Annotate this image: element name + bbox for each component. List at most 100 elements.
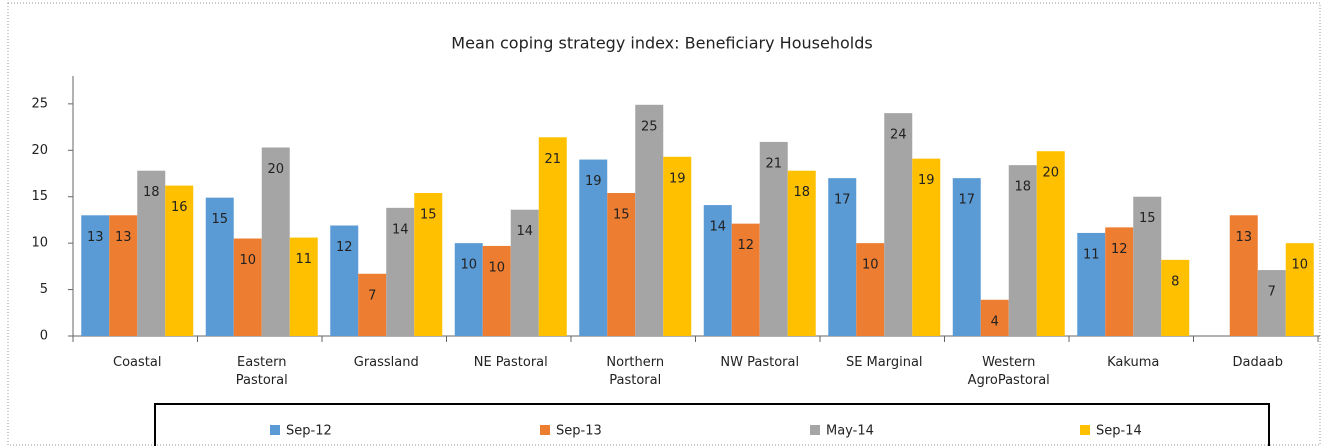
- x-tick-label: Coastal: [113, 355, 162, 370]
- bar: [828, 178, 857, 336]
- y-tick-label: 0: [40, 329, 48, 344]
- value-label: 18: [143, 185, 160, 200]
- bar: [414, 193, 443, 336]
- value-label: 15: [211, 212, 228, 227]
- bar: [81, 215, 110, 336]
- value-label: 14: [709, 220, 726, 235]
- bar: [759, 141, 788, 336]
- value-label: 17: [834, 193, 851, 208]
- x-tick-label: SE Marginal: [845, 355, 923, 370]
- value-label: 19: [918, 173, 935, 188]
- x-tick-label: NW Pastoral: [720, 355, 800, 370]
- value-label: 14: [516, 224, 533, 239]
- bar: [1133, 196, 1162, 336]
- value-label: 12: [336, 240, 353, 255]
- bar: [1229, 215, 1258, 336]
- value-label: 18: [793, 185, 810, 200]
- value-label: 10: [488, 260, 505, 275]
- bar: [663, 156, 692, 336]
- bar: [109, 215, 138, 336]
- value-label: 13: [1235, 230, 1252, 245]
- bar: [510, 209, 539, 336]
- bar: [635, 104, 664, 337]
- bar: [787, 170, 816, 336]
- bar: [205, 197, 234, 336]
- value-label: 21: [544, 152, 561, 167]
- value-label: 25: [641, 119, 658, 134]
- legend-swatch: [270, 425, 280, 435]
- bar: [579, 159, 608, 336]
- bar: [1105, 227, 1134, 336]
- value-label: 10: [239, 253, 256, 268]
- value-label: 7: [368, 288, 376, 303]
- bar: [1161, 259, 1190, 336]
- bar: [538, 137, 567, 336]
- legend-swatch: [1080, 425, 1090, 435]
- legend-label: Sep-12: [286, 424, 332, 439]
- bar: [731, 223, 760, 336]
- value-label: 8: [1171, 274, 1179, 289]
- value-label: 11: [1083, 247, 1100, 262]
- x-tick-label: Grassland: [353, 355, 419, 370]
- value-label: 15: [420, 208, 437, 223]
- bar: [1285, 243, 1314, 336]
- y-tick-label: 10: [31, 236, 48, 251]
- bar: [482, 245, 511, 336]
- value-label: 17: [958, 193, 975, 208]
- legend-label: Sep-13: [556, 424, 602, 439]
- value-label: 19: [585, 174, 602, 189]
- x-tick-label: Western AgroPastoral: [967, 355, 1050, 388]
- value-label: 24: [890, 128, 907, 143]
- value-label: 4: [991, 314, 999, 329]
- chart-frame: [7, 2, 1321, 446]
- value-label: 13: [115, 230, 132, 245]
- y-tick-label: 20: [31, 143, 48, 158]
- x-tick-label: NE Pastoral: [473, 355, 548, 370]
- x-tick-label: Kakuma: [1107, 355, 1160, 370]
- bar: [233, 238, 262, 336]
- value-label: 15: [613, 208, 630, 223]
- value-label: 12: [1111, 242, 1128, 257]
- value-label: 21: [765, 156, 782, 171]
- y-tick-label: 15: [31, 189, 48, 204]
- value-label: 19: [669, 171, 686, 186]
- value-label: 10: [862, 258, 879, 273]
- y-tick-label: 5: [40, 282, 48, 297]
- value-label: 7: [1268, 285, 1276, 300]
- bar: [1036, 151, 1065, 336]
- y-tick-label: 25: [31, 96, 48, 111]
- bar: [884, 113, 913, 337]
- value-label: 11: [295, 252, 312, 267]
- legend-swatch: [810, 425, 820, 435]
- bar: [1257, 270, 1286, 336]
- bar: [454, 243, 483, 336]
- x-tick-label: Northern Pastoral: [606, 355, 665, 388]
- bar: [703, 205, 732, 336]
- bar: [137, 170, 166, 336]
- value-label: 15: [1139, 211, 1156, 226]
- value-label: 18: [1014, 180, 1031, 195]
- bar: [980, 299, 1009, 336]
- bar: [261, 147, 290, 336]
- bar: [1077, 232, 1106, 336]
- x-tick-label: Eastern Pastoral: [235, 355, 288, 388]
- bar: [358, 273, 387, 336]
- x-tick-label: Dadaab: [1232, 355, 1283, 370]
- chart-title: Mean coping strategy index: Beneficiary …: [451, 34, 872, 53]
- bar: [952, 178, 981, 336]
- bar: [289, 237, 318, 336]
- legend-box: [154, 403, 1270, 446]
- bar: [912, 158, 941, 336]
- value-label: 10: [1291, 258, 1308, 273]
- bar: [386, 207, 415, 336]
- bar: [607, 193, 636, 336]
- bar: [330, 225, 359, 336]
- bar: [165, 185, 194, 336]
- value-label: 14: [392, 222, 409, 237]
- value-label: 16: [171, 200, 188, 215]
- bar: [856, 243, 885, 336]
- bar: [1008, 165, 1037, 336]
- value-label: 20: [1042, 166, 1059, 181]
